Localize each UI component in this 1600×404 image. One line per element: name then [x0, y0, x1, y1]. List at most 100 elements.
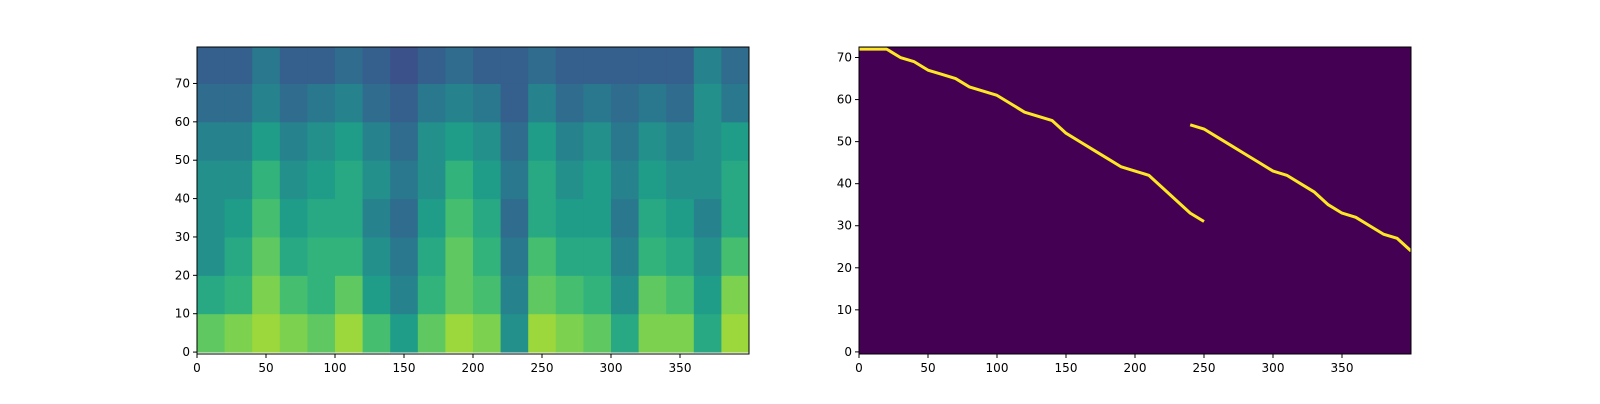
plot-area [859, 47, 1411, 354]
heat-cell [638, 121, 667, 161]
heat-cell [666, 275, 695, 315]
heat-cell [638, 236, 667, 276]
heat-cell [528, 83, 557, 123]
heat-cell [307, 83, 336, 123]
heat-cell [279, 121, 308, 161]
y-tick-label: 10 [175, 307, 190, 321]
heat-cell [555, 121, 584, 161]
heat-cell [390, 83, 419, 123]
heat-cell [693, 160, 722, 200]
x-tick-label: 100 [324, 361, 347, 375]
heat-cell [252, 160, 281, 200]
heat-cell [417, 47, 446, 84]
heat-cell [500, 47, 529, 84]
heat-cell [335, 236, 364, 276]
heat-cell [473, 313, 502, 353]
heat-cell [390, 236, 419, 276]
heat-cell [224, 83, 253, 123]
heat-cell [417, 236, 446, 276]
heat-cell [555, 198, 584, 238]
heat-cell [252, 198, 281, 238]
heat-cell [307, 313, 336, 353]
x-tick-label: 300 [600, 361, 623, 375]
heat-cell [473, 275, 502, 315]
heat-cell [500, 275, 529, 315]
heat-cell [638, 47, 667, 84]
heat-cell [197, 275, 226, 315]
y-tick-label: 20 [175, 268, 190, 282]
heat-cell [528, 198, 557, 238]
x-tick-label: 350 [1331, 361, 1354, 375]
y-tick-label: 30 [837, 219, 852, 233]
heat-cell [390, 313, 419, 353]
heat-cell [362, 47, 391, 84]
heat-cell [583, 236, 612, 276]
heat-cell [611, 198, 640, 238]
heat-cell [252, 236, 281, 276]
heat-cell [721, 47, 749, 84]
heat-cell [279, 236, 308, 276]
heat-cell [611, 83, 640, 123]
heat-cell [721, 198, 749, 238]
heat-cell [197, 236, 226, 276]
x-tick-label: 50 [920, 361, 935, 375]
heat-cell [445, 198, 474, 238]
heat-cell [335, 160, 364, 200]
heat-cell [473, 160, 502, 200]
heat-cell [307, 236, 336, 276]
heat-cell [362, 160, 391, 200]
y-tick-label: 40 [837, 177, 852, 191]
alignment-path [859, 47, 1205, 223]
heat-cell [335, 198, 364, 238]
y-tick-label: 70 [175, 76, 190, 90]
heat-cell [583, 275, 612, 315]
heat-cell [197, 83, 226, 123]
heat-cell [583, 198, 612, 238]
heat-cell [224, 160, 253, 200]
heat-cell [335, 83, 364, 123]
heat-cell [307, 275, 336, 315]
heat-cell [197, 313, 226, 353]
heat-cell [417, 121, 446, 161]
heat-cell [555, 160, 584, 200]
heat-cell [224, 313, 253, 353]
heat-cell [693, 313, 722, 353]
heat-cell [335, 47, 364, 84]
heat-cell [638, 198, 667, 238]
heat-cell [362, 313, 391, 353]
heat-cell [362, 83, 391, 123]
heat-cell [583, 47, 612, 84]
heat-cell [445, 275, 474, 315]
heat-cell [362, 275, 391, 315]
heat-cell [721, 236, 749, 276]
heat-cell [500, 236, 529, 276]
heat-cell [445, 83, 474, 123]
heat-cell [417, 198, 446, 238]
heat-cell [417, 83, 446, 123]
heat-cell [528, 236, 557, 276]
heat-cell [335, 275, 364, 315]
x-tick-label: 300 [1262, 361, 1285, 375]
heat-cell [417, 275, 446, 315]
heat-cell [279, 198, 308, 238]
heat-cell [224, 121, 253, 161]
heat-cell [611, 313, 640, 353]
x-tick-label: 250 [531, 361, 554, 375]
heat-cell [197, 160, 226, 200]
heat-cell [528, 121, 557, 161]
y-tick-label: 20 [837, 261, 852, 275]
heat-cell [666, 121, 695, 161]
heat-cell [500, 160, 529, 200]
heat-cell [197, 47, 226, 84]
heat-cell [611, 121, 640, 161]
heat-cell [638, 275, 667, 315]
heat-cell [611, 160, 640, 200]
heat-cell [445, 236, 474, 276]
x-tick-label: 250 [1193, 361, 1216, 375]
heat-cell [390, 121, 419, 161]
heat-cell [252, 121, 281, 161]
x-tick-label: 150 [1055, 361, 1078, 375]
x-tick-label: 100 [986, 361, 1009, 375]
heat-cell [666, 236, 695, 276]
